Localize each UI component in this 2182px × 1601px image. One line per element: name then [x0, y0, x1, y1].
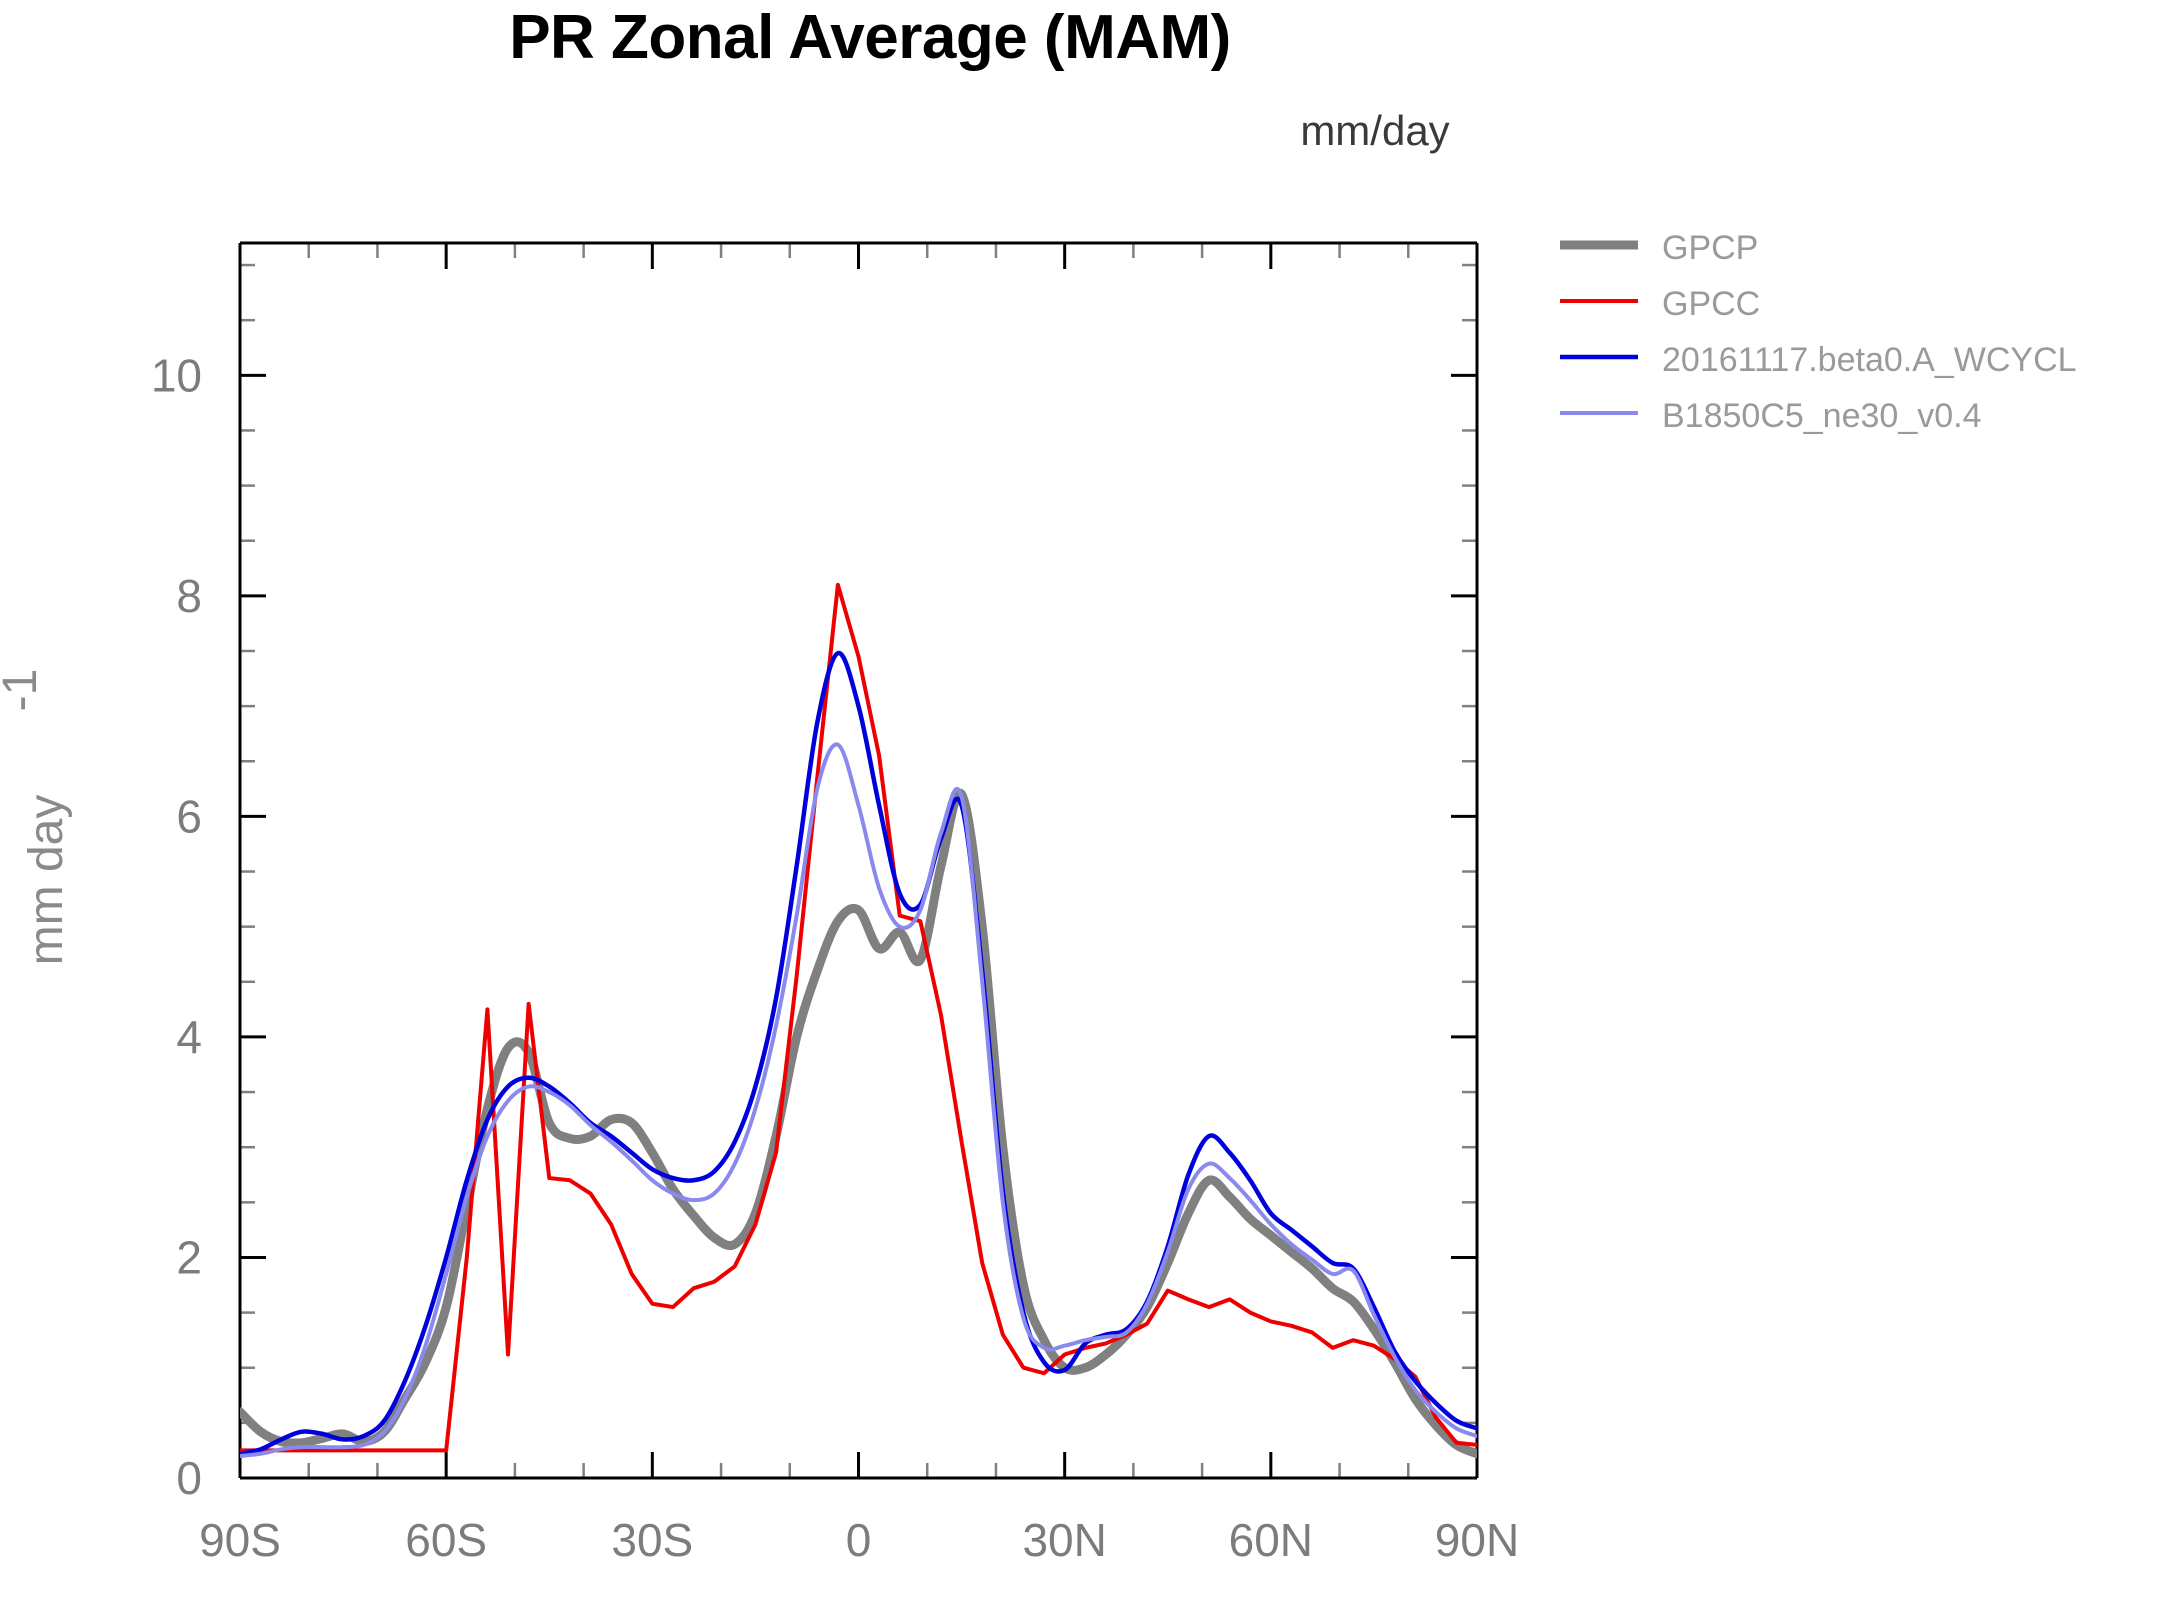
- y-tick-label: 8: [176, 570, 202, 622]
- y-tick-label: 6: [176, 790, 202, 842]
- legend-label-0: GPCP: [1662, 229, 1758, 267]
- y-axis-title-text: mm day: [20, 795, 73, 966]
- axis-tick-labels: 90S 60S 30S 0 30N 60N 90N 0 2 4 6 8 10: [151, 349, 1519, 1566]
- y-tick-label: 10: [151, 349, 202, 401]
- data-series-layer: [240, 582, 1477, 1459]
- y-axis-title: mm day -1: [0, 669, 73, 966]
- plot-frame: [238, 241, 1479, 1480]
- units-label: mm/day: [1300, 107, 1449, 154]
- x-tick-label: 60S: [405, 1514, 487, 1566]
- x-tick-label: 90N: [1435, 1514, 1519, 1566]
- x-tick-label: 90S: [199, 1514, 281, 1566]
- legend-label-2: 20161117.beta0.A_WCYCL: [1662, 341, 2077, 379]
- page-title: PR Zonal Average (MAM): [509, 3, 1231, 72]
- legend-label-1: GPCC: [1662, 285, 1760, 323]
- series-line-gpcc: [240, 582, 1477, 1453]
- y-tick-label: 4: [176, 1011, 202, 1063]
- y-tick-label: 2: [176, 1231, 202, 1283]
- series-line-gpcp: [240, 788, 1477, 1459]
- x-tick-label: 60N: [1229, 1514, 1313, 1566]
- series-line-20161117-beta0-a-wcycl: [240, 650, 1477, 1456]
- y-tick-label: 0: [176, 1452, 202, 1504]
- series-line-b1850c5-ne30-v0-4: [240, 742, 1477, 1458]
- x-tick-label: 30N: [1022, 1514, 1106, 1566]
- y-axis-title-exponent: -1: [0, 669, 47, 712]
- x-tick-label: 0: [846, 1514, 872, 1566]
- x-tick-label: 30S: [611, 1514, 693, 1566]
- legend-label-3: B1850C5_ne30_v0.4: [1662, 397, 1982, 435]
- legend: GPCP GPCC 20161117.beta0.A_WCYCL B1850C5_ne…: [1560, 229, 2077, 435]
